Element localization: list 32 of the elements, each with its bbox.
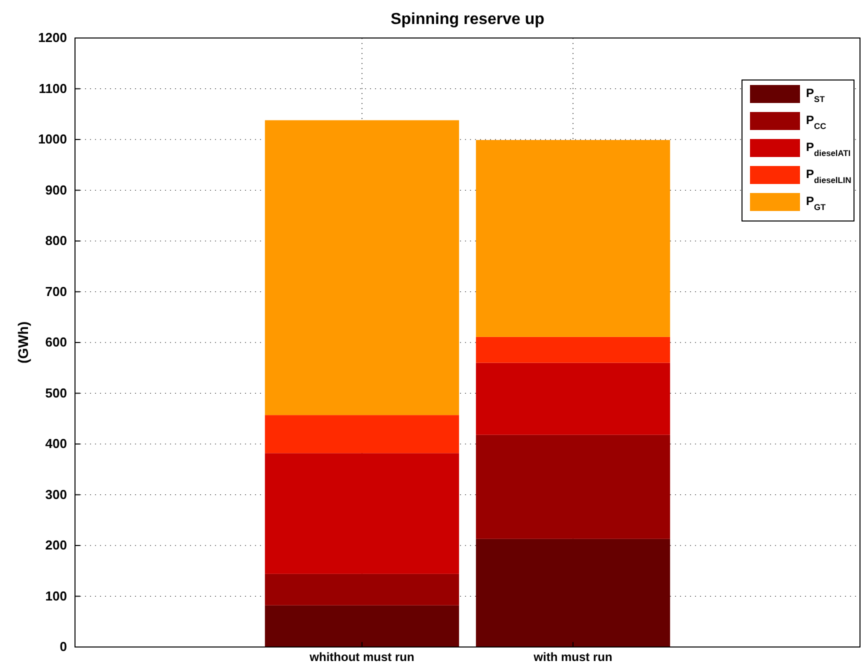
chart-title: Spinning reserve up bbox=[390, 11, 545, 28]
y-axis-title: (GWh) bbox=[15, 322, 31, 364]
bar bbox=[264, 605, 460, 647]
bar bbox=[264, 574, 460, 606]
legend-label: P$_{CC}$ bbox=[806, 113, 826, 131]
bar bbox=[264, 415, 460, 454]
x-tick-label: whithout must run bbox=[308, 650, 414, 664]
bar bbox=[476, 140, 670, 337]
y-tick-label: 400 bbox=[45, 436, 67, 452]
legend-label: P$_{GT}$ bbox=[806, 194, 827, 212]
y-tick-label: 1000 bbox=[38, 132, 67, 147]
bar bbox=[476, 362, 670, 435]
legend-label: P$_{dieselLIN}$ bbox=[806, 167, 852, 185]
y-tick-label: 1200 bbox=[38, 30, 67, 46]
legend-label: P$_{dieselATI}$ bbox=[806, 140, 851, 158]
bar bbox=[476, 336, 670, 363]
bar bbox=[264, 453, 460, 574]
y-tick-label: 1100 bbox=[38, 80, 67, 96]
y-tick-label: 200 bbox=[45, 538, 67, 553]
bar bbox=[476, 434, 670, 539]
bar bbox=[476, 538, 670, 647]
y-tick-label: 0 bbox=[60, 639, 67, 654]
y-tick-label: 800 bbox=[45, 233, 67, 248]
y-tick-label: 900 bbox=[45, 182, 67, 198]
y-tick-label: 100 bbox=[45, 588, 67, 604]
legend-label: P$_{ST}$ bbox=[806, 86, 826, 104]
x-tick-label: with must run bbox=[532, 650, 612, 664]
y-tick-label: 700 bbox=[45, 284, 67, 299]
y-tick-label: 500 bbox=[45, 385, 67, 400]
y-tick-label: 300 bbox=[45, 486, 67, 502]
bar bbox=[264, 120, 460, 416]
y-tick-label: 600 bbox=[45, 334, 67, 350]
